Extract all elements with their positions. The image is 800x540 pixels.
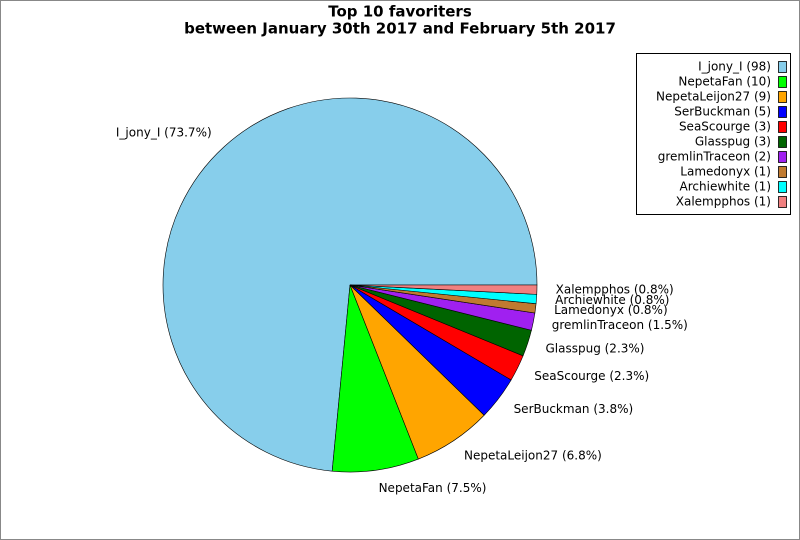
legend-label: NepetaLeijon27 (9): [656, 90, 771, 104]
slice-label: Glasspug (2.3%): [545, 341, 644, 355]
legend-label: Glasspug (3): [695, 135, 771, 149]
legend-label: SerBuckman (5): [674, 105, 771, 119]
legend-swatch: [778, 121, 787, 133]
legend-label: NepetaFan (10): [678, 75, 771, 89]
slice-label: SerBuckman (3.8%): [514, 402, 634, 416]
slice-label: Lamedonyx (0.8%): [554, 303, 668, 317]
slice-label: Xalempphos (0.8%): [556, 283, 674, 297]
legend-swatch: [778, 106, 787, 118]
legend-swatch: [778, 181, 787, 193]
slice-label: SeaScourge (2.3%): [534, 369, 649, 383]
pie-slice: [162, 97, 538, 472]
legend-label: I_jony_I (98): [698, 60, 771, 74]
slice-label: NepetaLeijon27 (6.8%): [464, 449, 602, 463]
legend-swatch: [778, 91, 787, 103]
legend-swatch: [778, 136, 787, 148]
slice-label: NepetaFan (7.5%): [379, 481, 487, 495]
chart-title: Top 10 favoriters: [328, 3, 472, 21]
slice-label: gremlinTraceon (1.5%): [552, 318, 688, 332]
legend-swatch: [778, 151, 787, 163]
legend-swatch: [778, 196, 787, 208]
legend-swatch: [778, 76, 787, 88]
slice-label: Archiewhite (0.8%): [555, 293, 669, 307]
legend-swatch: [778, 166, 787, 178]
pie-slice: [349, 284, 538, 295]
legend-label: SeaScourge (3): [679, 120, 771, 134]
legend-swatch: [778, 61, 787, 73]
legend-label: Lamedonyx (1): [680, 165, 771, 179]
legend-label: gremlinTraceon (2): [658, 150, 771, 164]
legend-box: [636, 53, 791, 215]
legend-label: Xalempphos (1): [676, 195, 771, 209]
chart-subtitle: between January 30th 2017 and February 5…: [184, 20, 616, 38]
slice-label: I_jony_I (73.7%): [116, 125, 212, 139]
legend-label: Archiewhite (1): [680, 180, 771, 194]
